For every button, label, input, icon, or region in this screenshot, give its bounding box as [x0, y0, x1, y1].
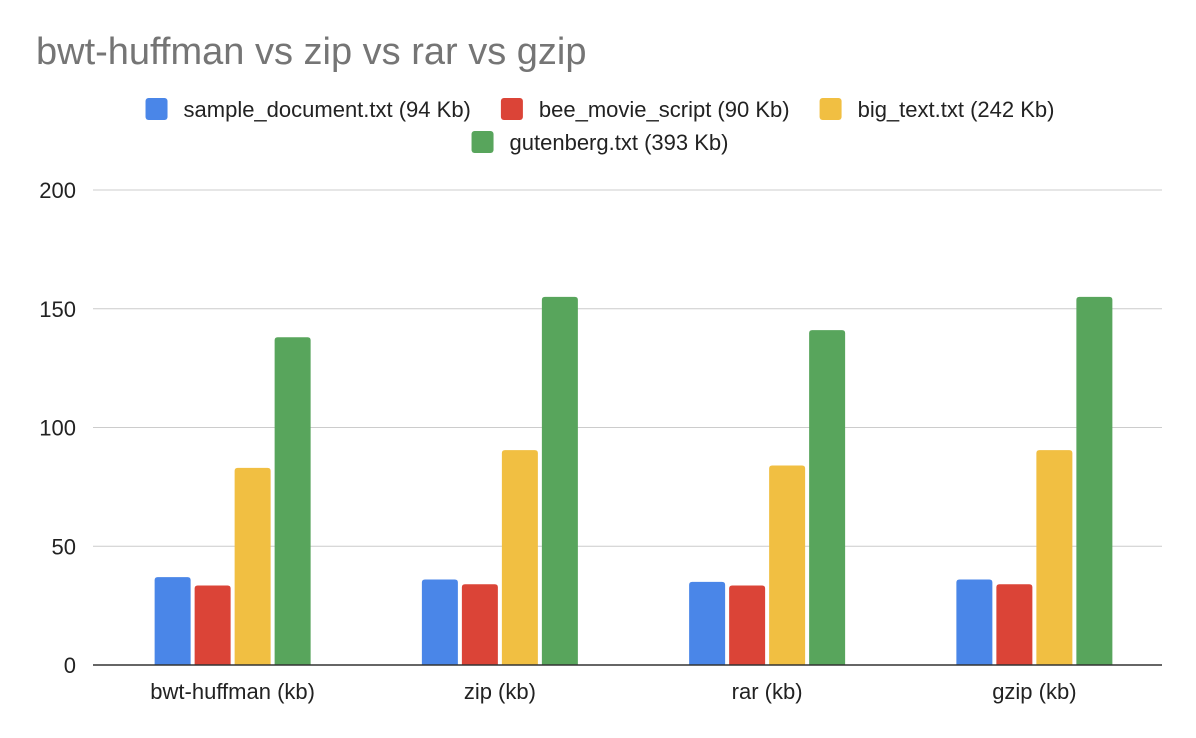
legend-swatch [471, 131, 494, 153]
bar [956, 579, 993, 665]
legend-label: sample_document.txt (94 Kb) [184, 97, 471, 122]
bar [809, 330, 846, 665]
legend-label: bee_movie_script (90 Kb) [539, 97, 790, 122]
y-tick-label: 200 [39, 178, 76, 203]
x-category-label: gzip (kb) [992, 679, 1076, 704]
bar [234, 467, 271, 665]
y-tick-label: 100 [39, 416, 76, 441]
y-axis-ticks: 0 50 100 150 200 [39, 178, 76, 678]
y-tick-label: 0 [64, 653, 76, 678]
bar [461, 584, 498, 665]
y-tick-label: 150 [39, 297, 76, 322]
legend-item: big_text.txt (242 Kb) [819, 97, 1055, 122]
x-category-label: zip (kb) [464, 679, 536, 704]
bar [541, 296, 578, 665]
bar [689, 581, 726, 665]
legend-label: big_text.txt (242 Kb) [858, 97, 1055, 122]
bar [421, 579, 458, 665]
bar [769, 465, 806, 665]
bar [1036, 450, 1073, 665]
x-axis-labels: bwt-huffman (kb) zip (kb) rar (kb) gzip (kb… [150, 679, 1076, 704]
y-tick-label: 50 [52, 534, 76, 559]
legend-item: gutenberg.txt (393 Kb) [471, 130, 729, 155]
legend-item: sample_document.txt (94 Kb) [145, 97, 471, 122]
bar [274, 337, 311, 665]
x-category-label: rar (kb) [732, 679, 803, 704]
bar [729, 585, 766, 665]
bar [154, 577, 191, 665]
x-category-label: bwt-huffman (kb) [150, 679, 315, 704]
legend-item: bee_movie_script (90 Kb) [500, 97, 790, 122]
legend-swatch [145, 98, 168, 120]
legend-swatch [819, 98, 842, 120]
legend: sample_document.txt (94 Kb) bee_movie_scr… [145, 97, 1055, 155]
bar [501, 450, 538, 665]
gridlines [93, 189, 1162, 547]
bar [1076, 296, 1113, 665]
legend-swatch [500, 98, 523, 120]
legend-label: gutenberg.txt (393 Kb) [510, 130, 729, 155]
bars [154, 296, 1113, 665]
bar [996, 584, 1033, 665]
chart-title: bwt-huffman vs zip vs rar vs gzip [36, 31, 586, 73]
bar [194, 585, 231, 665]
